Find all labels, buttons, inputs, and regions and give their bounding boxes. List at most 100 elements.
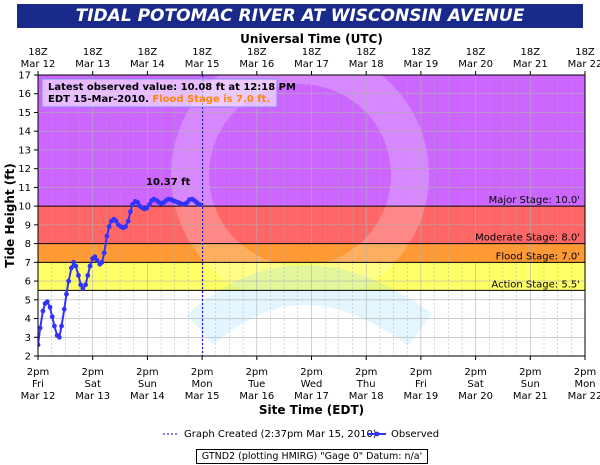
x-tick-time: 2pm (355, 367, 377, 378)
x-tick-time: 2pm (81, 367, 103, 378)
observed-point (56, 334, 62, 340)
observed-point (71, 259, 76, 265)
x-tick-time: 2pm (410, 367, 432, 378)
x-top-tick-time: 18Z (466, 47, 486, 58)
x-tick-date: Mar 15 (185, 391, 220, 402)
legend-graph-created-label: Graph Created (2:37pm Mar 15, 2010) (184, 429, 377, 440)
y-tick-label: 13 (18, 145, 31, 156)
annotation-line-1: Latest observed value: 10.08 ft at 12:18… (48, 82, 296, 93)
x-tick-day: Wed (301, 379, 323, 390)
x-tick-time: 2pm (246, 367, 268, 378)
observed-point (64, 291, 69, 297)
observed-point (104, 233, 110, 239)
y-tick-label: 2 (25, 352, 31, 363)
footer-datum-box: GTND2 (plotting HMIRG) "Gage 0" Datum: n… (196, 449, 428, 464)
x-top-tick-time: 18Z (247, 47, 267, 58)
x-top-tick-time: 18Z (83, 47, 103, 58)
observed-point (106, 224, 112, 230)
x-tick-date: Mar 19 (404, 391, 439, 402)
x-top-tick-time: 18Z (521, 47, 541, 58)
annotation-flood-highlight: Flood Stage is 7.0 ft. (152, 94, 270, 105)
y-tick-label: 6 (25, 277, 31, 288)
observed-point (125, 218, 131, 224)
observed-point (47, 304, 53, 310)
observed-point (147, 201, 152, 207)
observed-point (101, 250, 107, 256)
y-tick-label: 3 (25, 333, 31, 344)
observed-point (94, 258, 100, 263)
axes: 2 3 4 5 6 7 8 9 10 11 12 13 14 15 16 17 Tide Height (ft)… (3, 32, 600, 417)
observed-point (85, 273, 91, 278)
x-tick-day: Fri (415, 379, 427, 390)
observed-point (83, 282, 88, 288)
x-top-tick-date: Mar 20 (458, 59, 493, 70)
observed-point (123, 224, 128, 230)
x-top-tick-time: 18Z (575, 47, 595, 58)
observed-point (73, 263, 79, 269)
x-top-tick-date: Mar 21 (513, 59, 548, 70)
x-top-tick-date: Mar 17 (294, 59, 329, 70)
x-tick-day: Sat (467, 379, 483, 390)
observed-point (66, 278, 72, 284)
x-top-tick-date: Mar 19 (404, 59, 439, 70)
noaa-watermark-wave (186, 265, 432, 347)
x-tick-day: Tue (247, 379, 265, 390)
x-tick-time: 2pm (191, 367, 213, 378)
y-tick-label: 17 (18, 71, 31, 82)
observed-point (197, 202, 203, 208)
x-top-tick-time: 18Z (28, 47, 48, 58)
observed-point (44, 299, 50, 305)
legend: Graph Created (2:37pm Mar 15, 2010) Obser… (163, 429, 439, 440)
x-tick-date: Mar 14 (130, 391, 165, 402)
y-tick-label: 14 (18, 127, 31, 138)
y-tick-label: 8 (25, 239, 31, 250)
annotation-box (41, 78, 278, 108)
x-tick-time: 2pm (464, 367, 486, 378)
observed-point (135, 199, 140, 205)
x-top-tick-date: Mar 16 (239, 59, 274, 70)
annotation-line-2-text: EDT 15-Mar-2010. (48, 94, 152, 105)
observed-point (52, 323, 57, 329)
x-top-tick-time: 18Z (138, 47, 158, 58)
x-tick-date: Mar 13 (75, 391, 110, 402)
y-tick-label: 11 (18, 183, 31, 194)
x-top-tick-date: Mar 12 (21, 59, 56, 70)
chart-title: TIDAL POTOMAC RIVER AT WISCONSIN AVENUE (17, 4, 583, 28)
observed-point (80, 286, 86, 291)
observed-series: 10.37 ft (38, 177, 203, 348)
observed-point (78, 282, 84, 288)
x-tick-date: Mar 21 (513, 391, 548, 402)
observed-point (59, 323, 64, 329)
observed-point (144, 205, 150, 211)
x-tick-day: Mon (574, 379, 595, 390)
x-tick-day: Sat (84, 379, 100, 390)
x-tick-day: Mon (192, 379, 213, 390)
x-tick-date: Mar 12 (21, 391, 56, 402)
observed-point (113, 218, 119, 224)
x-top-tick-time: 18Z (356, 47, 376, 58)
observed-point (99, 259, 105, 265)
x-tick-day: Sun (138, 379, 157, 390)
stage-label: Major Stage: 10.0' (489, 195, 580, 206)
x-top-tick-date: Mar 15 (185, 59, 220, 70)
annotation-line-2: EDT 15-Mar-2010. Flood Stage is 7.0 ft. (48, 94, 270, 105)
y-tick-label: 10 (18, 202, 31, 213)
peak-label: 10.37 ft (146, 177, 190, 188)
stage-lines: Action Stage: 5.5' Flood Stage: 7.0' Moder… (38, 75, 585, 356)
observed-point (40, 308, 46, 314)
y-tick-label: 5 (25, 295, 31, 306)
x-tick-time: 2pm (136, 367, 158, 378)
x-tick-date: Mar 17 (294, 391, 329, 402)
x-tick-time: 2pm (574, 367, 596, 378)
y-tick-label: 12 (18, 164, 31, 175)
legend-observed-marker (374, 431, 380, 437)
observed-point (128, 209, 133, 215)
x-tick-day: Sun (521, 379, 540, 390)
x-tick-date: Mar 16 (239, 391, 274, 402)
x-top-tick-time: 18Z (192, 47, 212, 58)
observed-point (68, 265, 74, 271)
x-tick-day: Thu (356, 379, 376, 390)
observed-point (76, 273, 81, 278)
x-top-axis-label: Universal Time (UTC) (240, 32, 383, 46)
